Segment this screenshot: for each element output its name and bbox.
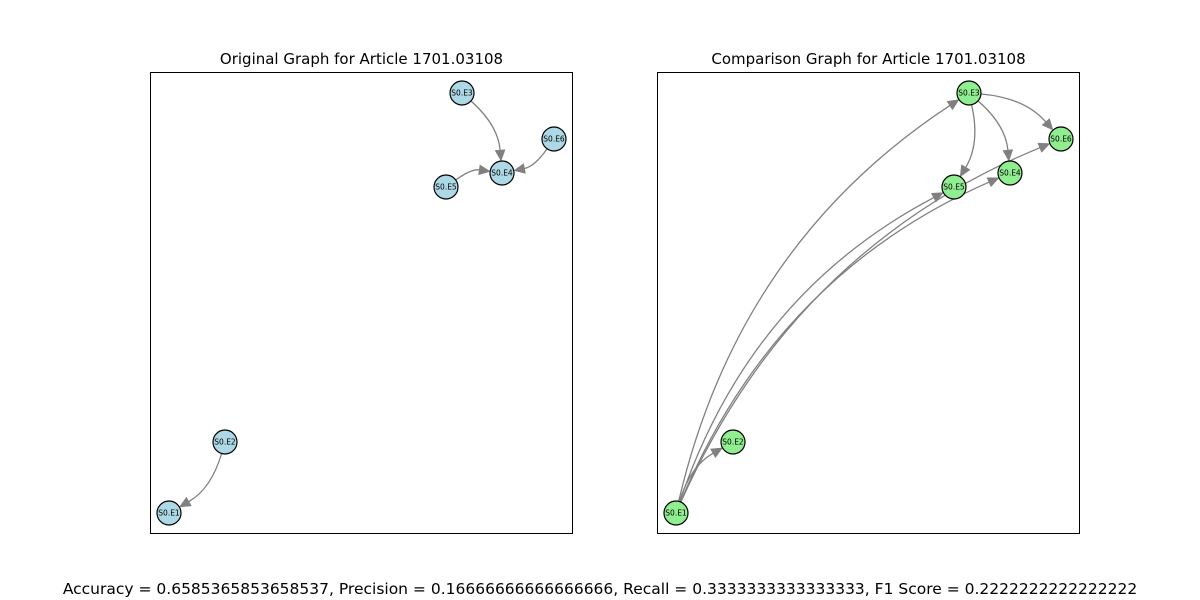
comparison-edge-s0-e3-to-s0-e6 — [980, 93, 1047, 123]
comparison-node-s0-e1[interactable]: S0.E1 — [663, 500, 689, 526]
comparison-edge-s0-e3-to-s0-e4-arrowhead — [1002, 149, 1014, 162]
original-node-label: S0.E5 — [435, 183, 457, 192]
comparison-edge-s0-e1-to-s0-e6 — [680, 147, 1040, 503]
comparison-graph-nodes: S0.E1 S0.E2 S0.E3 S0.E4 S0.E5 S0.E6 — [663, 80, 1074, 526]
original-edge-s0-e6-to-s0-e4-arrowhead — [513, 163, 526, 174]
comparison-graph-frame — [657, 72, 1080, 534]
original-node-s0-e5[interactable]: S0.E5 — [433, 174, 459, 200]
comparison-edge-s0-e1-to-s0-e2-arrowhead — [710, 447, 724, 459]
comparison-edge-s0-e1-to-s0-e4 — [680, 181, 990, 503]
comparison-graph-title: Comparison Graph for Article 1701.03108 — [711, 50, 1025, 68]
comparison-node-s0-e3[interactable]: S0.E3 — [956, 80, 982, 106]
comparison-node-label: S0.E6 — [1050, 135, 1072, 144]
original-node-label: S0.E2 — [214, 438, 236, 447]
original-edge-s0-e3-to-s0-e4 — [470, 100, 501, 151]
original-node-circle — [433, 174, 459, 200]
original-node-label: S0.E1 — [158, 509, 180, 518]
original-edge-s0-e5-to-s0-e4 — [455, 169, 480, 181]
original-graph-title: Original Graph for Article 1701.03108 — [220, 50, 503, 68]
original-node-circle — [541, 126, 567, 152]
original-graph-panel: Original Graph for Article 1701.03108 S0… — [150, 50, 573, 534]
comparison-node-circle — [663, 500, 689, 526]
original-node-s0-e2[interactable]: S0.E2 — [212, 429, 238, 455]
comparison-edge-s0-e1-to-s0-e4-arrowhead — [986, 177, 1000, 188]
metrics-caption: Accuracy = 0.6585365853658537, Precision… — [63, 580, 1137, 598]
original-node-circle — [212, 429, 238, 455]
original-edge-s0-e3-to-s0-e4-arrowhead — [494, 149, 506, 162]
original-node-label: S0.E4 — [491, 169, 513, 178]
original-edge-s0-e5-to-s0-e4-arrowhead — [478, 164, 491, 176]
original-node-s0-e6[interactable]: S0.E6 — [541, 126, 567, 152]
comparison-node-circle — [997, 160, 1023, 186]
comparison-node-circle — [941, 174, 967, 200]
comparison-node-label: S0.E2 — [722, 438, 744, 447]
comparison-edge-s0-e1-to-s0-e3-arrowhead — [946, 99, 960, 111]
original-graph-nodes: S0.E1 S0.E2 S0.E3 S0.E4 S0.E5 S0.E6 — [156, 80, 567, 526]
comparison-node-s0-e2[interactable]: S0.E2 — [720, 429, 746, 455]
original-node-label: S0.E6 — [543, 135, 565, 144]
comparison-node-label: S0.E4 — [999, 169, 1021, 178]
comparison-edge-s0-e1-to-s0-e6-arrowhead — [1037, 142, 1051, 153]
comparison-node-label: S0.E1 — [665, 509, 687, 518]
original-node-circle — [449, 80, 475, 106]
comparison-node-s0-e4[interactable]: S0.E4 — [997, 160, 1023, 186]
original-node-s0-e4[interactable]: S0.E4 — [489, 160, 515, 186]
original-node-label: S0.E3 — [451, 89, 473, 98]
comparison-edge-s0-e3-to-s0-e5-arrowhead — [959, 164, 971, 178]
comparison-edge-s0-e3-to-s0-e6-arrowhead — [1041, 118, 1054, 131]
original-node-s0-e3[interactable]: S0.E3 — [449, 80, 475, 106]
comparison-edge-s0-e1-to-s0-e5 — [679, 197, 934, 502]
comparison-edge-s0-e3-to-s0-e5 — [965, 104, 976, 168]
original-edge-s0-e6-to-s0-e4 — [524, 148, 548, 170]
comparison-node-s0-e5[interactable]: S0.E5 — [941, 174, 967, 200]
comparison-node-circle — [956, 80, 982, 106]
original-node-s0-e1[interactable]: S0.E1 — [156, 500, 182, 526]
original-graph-frame — [150, 72, 573, 534]
comparison-node-circle — [1048, 126, 1074, 152]
comparison-graph-panel: Comparison Graph for Article 1701.03108 … — [657, 50, 1080, 534]
comparison-node-label: S0.E5 — [943, 183, 965, 192]
original-node-circle — [156, 500, 182, 526]
original-edge-s0-e2-to-s0-e1-arrowhead — [178, 496, 192, 508]
original-graph-edges — [178, 100, 548, 508]
comparison-edge-s0-e1-to-s0-e3 — [678, 105, 951, 502]
comparison-edge-s0-e3-to-s0-e4 — [977, 100, 1009, 151]
comparison-node-s0-e6[interactable]: S0.E6 — [1048, 126, 1074, 152]
comparison-edge-s0-e1-to-s0-e5-arrowhead — [930, 192, 944, 203]
comparison-node-label: S0.E3 — [958, 89, 980, 98]
original-node-circle — [489, 160, 515, 186]
original-edge-s0-e2-to-s0-e1 — [188, 453, 223, 503]
comparison-node-circle — [720, 429, 746, 455]
comparison-graph-edges — [678, 93, 1054, 503]
